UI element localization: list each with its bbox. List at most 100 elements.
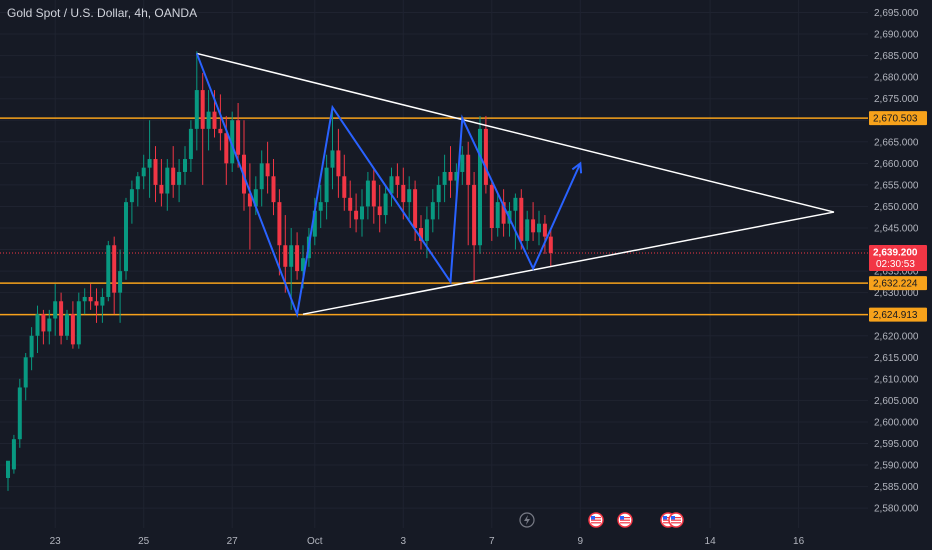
candle-body[interactable] [354,210,359,220]
candle-body[interactable] [183,159,187,172]
candle-body[interactable] [548,236,553,253]
candle-body[interactable] [147,159,152,168]
candle-body[interactable] [124,202,128,272]
candle-body[interactable] [542,223,547,237]
candle-body[interactable] [76,301,81,345]
candle-body[interactable] [301,258,305,272]
candle-body[interactable] [218,128,223,134]
candle-body[interactable] [389,176,394,194]
zigzag-pattern[interactable] [195,53,582,318]
candle-body[interactable] [336,150,341,177]
candle-body[interactable] [224,133,229,164]
candle-body[interactable] [478,128,482,246]
candle-body[interactable] [460,154,465,172]
candle-body[interactable] [165,167,170,194]
candle-body[interactable] [41,314,46,332]
candle-body[interactable] [106,245,111,297]
lightning-icon[interactable] [519,512,535,528]
candle-body[interactable] [360,206,364,220]
candle-body[interactable] [135,176,140,190]
candle-body[interactable] [253,189,258,207]
level-price-tag[interactable] [869,276,927,291]
candle-body[interactable] [141,167,146,177]
candle-body[interactable] [112,245,117,293]
candle-body[interactable] [519,197,524,241]
candle-body[interactable] [230,120,235,164]
candle-body[interactable] [371,180,376,207]
candle-body[interactable] [318,202,323,211]
candle-body[interactable] [6,460,10,478]
candle-body[interactable] [118,271,123,293]
candle-body[interactable] [88,296,93,302]
candle-body[interactable] [407,189,412,203]
candle-body[interactable] [82,296,87,302]
candle-body[interactable] [283,245,288,267]
candle-body[interactable] [430,202,435,220]
candle-body[interactable] [342,176,347,198]
candle-body[interactable] [466,154,471,185]
candle-body[interactable] [472,184,477,246]
candle-body[interactable] [289,245,294,267]
candle-body[interactable] [212,111,217,129]
candle-body[interactable] [401,184,406,203]
candle-body[interactable] [277,202,282,246]
candle-body[interactable] [194,90,199,129]
candle-body[interactable] [206,111,211,129]
candle-body[interactable] [295,245,300,272]
candle-body[interactable] [377,206,382,216]
candle-body[interactable] [29,335,34,358]
candles [6,51,553,491]
candle-body[interactable] [200,90,205,129]
candle-body[interactable] [65,314,69,336]
candle-body[interactable] [177,171,182,185]
candle-body[interactable] [413,189,418,228]
candle-body[interactable] [159,184,164,194]
candle-body[interactable] [489,184,494,228]
candle-body[interactable] [330,150,335,168]
candle-body[interactable] [383,193,388,216]
candle-body[interactable] [513,197,518,211]
candle-body[interactable] [525,219,530,241]
candle-body[interactable] [129,189,134,203]
candle-body[interactable] [94,301,99,306]
candle-body[interactable] [419,228,423,241]
candle-body[interactable] [265,163,270,177]
candle-body[interactable] [531,219,536,233]
candle-body[interactable] [448,171,453,181]
candle-body[interactable] [312,210,317,237]
candle-body[interactable] [501,202,506,224]
price-tick-label: 2,610.000 [874,374,919,385]
candle-body[interactable] [436,184,441,203]
candle-body[interactable] [483,128,488,185]
candle-body[interactable] [324,167,329,203]
candle-body[interactable] [100,296,105,306]
candle-body[interactable] [247,193,252,207]
triangle-lower-line[interactable] [302,211,835,315]
candle-body[interactable] [47,318,52,332]
candle-body[interactable] [153,159,158,185]
candle-body[interactable] [188,128,193,160]
level-price-tag[interactable] [869,111,927,126]
candle-body[interactable] [70,314,75,345]
triangle-upper-line[interactable] [196,52,835,213]
candle-body[interactable] [271,176,276,203]
candle-body[interactable] [171,167,176,185]
candle-body[interactable] [23,357,28,388]
candle-body[interactable] [454,171,459,181]
candle-body[interactable] [537,223,541,233]
candle-body[interactable] [11,439,16,470]
candle-body[interactable] [236,120,241,155]
candle-body[interactable] [348,197,353,211]
candle-body[interactable] [365,180,370,207]
candle-body[interactable] [59,301,64,336]
candle-body[interactable] [17,387,22,440]
candle-body[interactable] [442,171,447,185]
candle-body[interactable] [53,301,58,319]
candle-body[interactable] [495,202,500,228]
level-price-tag[interactable] [869,307,927,322]
candle-body[interactable] [35,314,40,336]
candle-body[interactable] [259,163,264,190]
candle-body[interactable] [424,219,429,241]
candle-body[interactable] [395,176,400,185]
